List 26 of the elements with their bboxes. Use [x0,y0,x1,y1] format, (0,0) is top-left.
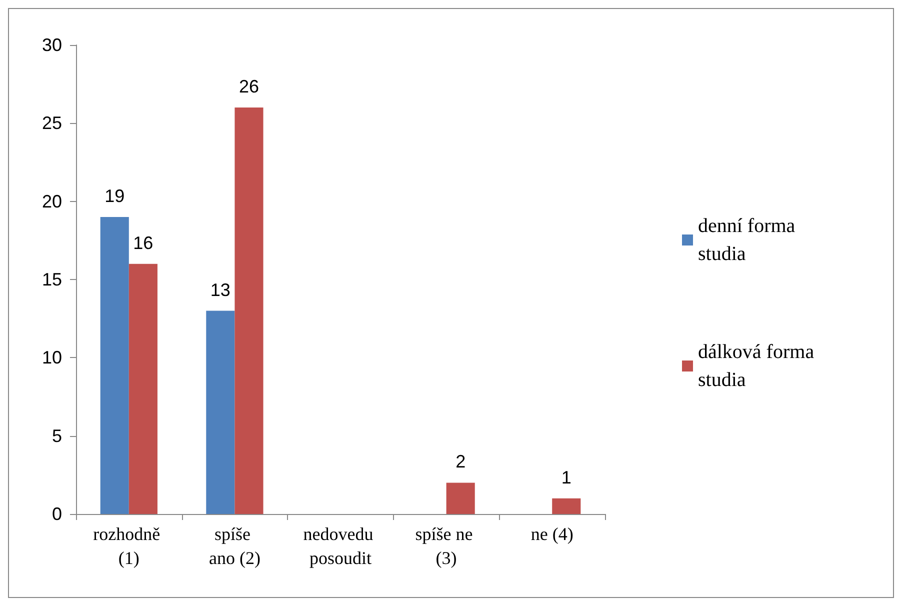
bar [446,482,475,514]
data-label: 2 [456,452,466,472]
x-tick-label: spíše ne (3) [415,524,478,568]
y-tick-label: 15 [42,270,62,290]
x-tick-label: nedovedu posoudit [303,524,378,568]
bar [234,108,264,514]
y-tick-label: 5 [52,426,62,446]
data-label: 26 [238,76,259,97]
y-tick-label: 30 [42,35,62,55]
x-tick-label: spíše ano (2) [208,524,260,568]
y-tick-label: 0 [52,504,62,524]
y-tick-label: 25 [42,113,62,134]
y-tick-label: 10 [42,348,62,368]
legend-label: denní forma studia [698,215,800,265]
data-label: 13 [210,280,230,300]
bar [100,216,129,514]
data-label: 19 [104,186,125,206]
bar [552,498,581,514]
legend-label: dálková forma studia [698,341,820,391]
data-label: 1 [561,467,572,488]
x-tick-label: rozhodně (1) [93,524,165,568]
x-tick-label: ne (4) [530,524,574,544]
y-tick-label: 20 [42,191,62,212]
bar [206,310,235,514]
bar [128,264,158,514]
data-label: 16 [133,232,154,253]
